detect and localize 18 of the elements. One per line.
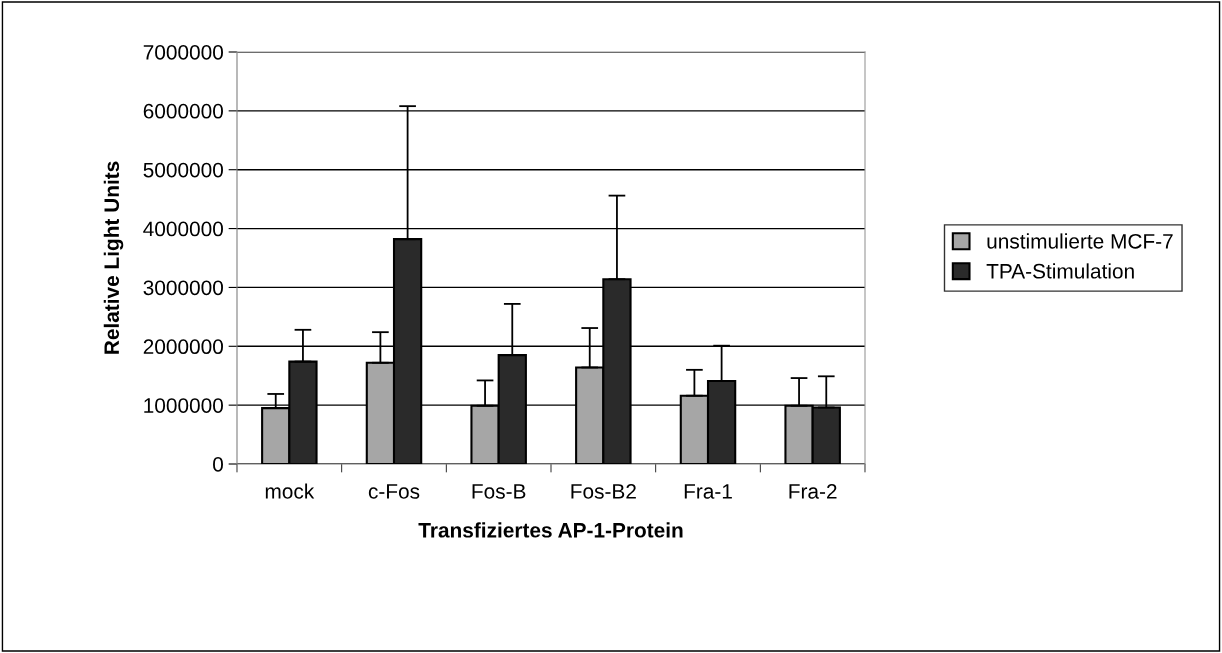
x-tick-label: Fra-2 xyxy=(789,483,837,499)
y-tick-label: 0 xyxy=(213,457,223,472)
x-tick-label: c-Fos xyxy=(368,484,420,499)
y-tick-label: 4000000 xyxy=(143,221,223,237)
x-tick-label: Fos-B xyxy=(472,484,526,499)
y-tick-label: 1000000 xyxy=(144,398,223,413)
legend-label: TPA-Stimulation xyxy=(986,263,1134,279)
x-axis-title: Transfiziertes AP-1-Protein xyxy=(418,522,683,538)
y-tick-label: 6000000 xyxy=(143,103,223,119)
x-tick-label: Fra-1 xyxy=(684,484,732,499)
y-tick-label: 3000000 xyxy=(143,280,223,296)
y-tick-label: 5000000 xyxy=(143,162,223,178)
y-tick-label: 2000000 xyxy=(143,339,223,355)
y-tick-label: 7000000 xyxy=(143,45,223,60)
y-axis-title: Relative Light Units xyxy=(103,161,124,354)
legend-label: unstimulierte MCF-7 xyxy=(987,233,1173,249)
x-tick-label: mock xyxy=(265,483,315,499)
x-tick-label: Fos-B2 xyxy=(571,483,636,499)
